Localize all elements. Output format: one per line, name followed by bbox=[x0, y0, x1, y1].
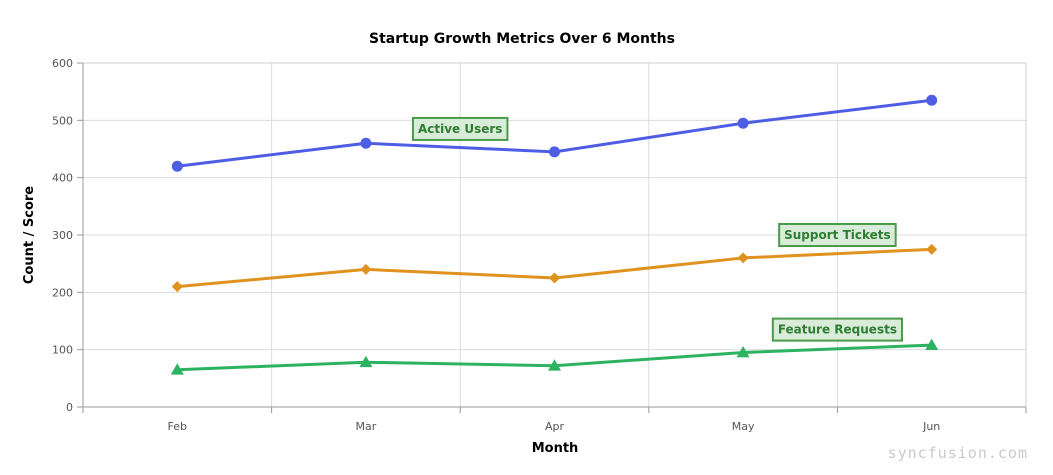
watermark: syncfusion.com bbox=[888, 444, 1028, 462]
y-tick-label: 600 bbox=[52, 57, 73, 70]
x-tick-label: Apr bbox=[545, 420, 565, 433]
data-point-circle[interactable] bbox=[926, 94, 938, 106]
x-tick-label: May bbox=[732, 420, 755, 433]
data-point-circle[interactable] bbox=[549, 146, 560, 158]
x-tick-label: Mar bbox=[356, 420, 377, 433]
annotation-label: Feature Requests bbox=[778, 323, 897, 337]
x-axis-title: Month bbox=[532, 441, 579, 456]
annotation-box bbox=[778, 223, 897, 247]
y-tick-label: 400 bbox=[52, 172, 73, 185]
annotation-box bbox=[771, 317, 903, 342]
data-point-triangle[interactable] bbox=[170, 363, 184, 375]
annotation-label: Support Tickets bbox=[784, 228, 891, 242]
data-point-diamond[interactable] bbox=[171, 281, 183, 293]
annotation-label: Active Users bbox=[418, 122, 502, 136]
x-tick-label: Feb bbox=[168, 420, 187, 433]
y-tick-label: 500 bbox=[52, 114, 73, 127]
data-point-circle[interactable] bbox=[360, 137, 372, 149]
y-tick-label: 100 bbox=[52, 344, 73, 357]
y-tick-label: 200 bbox=[52, 286, 73, 299]
annotation-box bbox=[411, 116, 509, 141]
y-tick-label: 0 bbox=[66, 401, 73, 414]
data-point-triangle[interactable] bbox=[548, 359, 561, 371]
x-tick-label: Jun bbox=[922, 420, 940, 433]
data-point-triangle[interactable] bbox=[736, 346, 750, 358]
y-tick-label: 300 bbox=[52, 229, 73, 242]
data-point-circle[interactable] bbox=[737, 117, 749, 129]
data-point-triangle[interactable] bbox=[925, 338, 939, 350]
data-point-circle[interactable] bbox=[171, 160, 183, 172]
data-point-diamond[interactable] bbox=[737, 252, 749, 264]
data-point-diamond[interactable] bbox=[926, 243, 938, 255]
y-axis-title: Count / Score bbox=[22, 186, 37, 284]
data-point-diamond[interactable] bbox=[549, 272, 560, 284]
chart-title: Startup Growth Metrics Over 6 Months bbox=[369, 31, 675, 47]
data-point-triangle[interactable] bbox=[359, 355, 373, 368]
data-point-diamond[interactable] bbox=[360, 263, 372, 275]
